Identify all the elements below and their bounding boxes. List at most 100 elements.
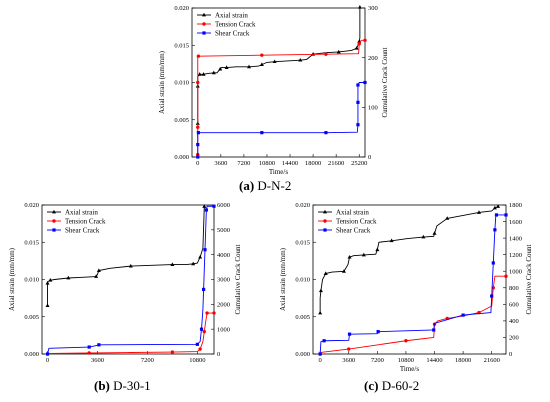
y2-tick-label: 300 xyxy=(368,5,378,12)
legend-label: Axial strain xyxy=(215,11,248,19)
data-point xyxy=(356,123,360,127)
legend-marker xyxy=(52,219,56,223)
y-axis-label: Axial strain (mm/mm) xyxy=(279,247,287,311)
data-point xyxy=(421,234,426,239)
data-point xyxy=(432,231,437,235)
y2-tick-label: 1600 xyxy=(509,219,522,226)
y-tick-label: 0.020 xyxy=(295,202,310,209)
data-point xyxy=(198,254,203,259)
data-point xyxy=(361,252,366,257)
data-point xyxy=(356,100,360,104)
legend-marker xyxy=(202,22,206,26)
y-tick-label: 0.000 xyxy=(24,351,39,358)
data-point xyxy=(363,38,367,42)
y2-axis-label: Cumulative Crack Count xyxy=(381,47,389,117)
legend-label: Tension Crack xyxy=(336,217,377,225)
y-tick-label: 0.000 xyxy=(174,154,189,161)
x-tick-label: 21600 xyxy=(328,160,344,167)
data-point xyxy=(476,210,481,214)
x-tick-label: 3600 xyxy=(214,160,227,167)
data-point xyxy=(224,65,229,69)
y2-tick-label: 5000 xyxy=(217,227,230,234)
data-point xyxy=(128,263,133,268)
legend-item: Axial strain xyxy=(318,208,369,216)
legend-item: Shear Crack xyxy=(197,29,250,37)
x-tick-label: 18000 xyxy=(455,357,471,364)
legend-marker xyxy=(323,209,327,214)
y-tick-label: 0.005 xyxy=(295,314,310,321)
legend-item: Axial strain xyxy=(47,208,98,216)
series-shear-crack xyxy=(318,213,508,356)
data-point xyxy=(201,72,206,76)
series-line xyxy=(197,7,361,124)
legend-label: Shear Crack xyxy=(65,226,100,234)
y-tick-label: 0.010 xyxy=(24,277,39,284)
x-tick-label: 0 xyxy=(196,160,199,167)
legend-marker xyxy=(52,209,56,214)
legend-label: Axial strain xyxy=(65,208,98,216)
series-axial-strain xyxy=(45,204,207,307)
data-point xyxy=(318,352,322,356)
data-point xyxy=(494,213,499,217)
y-tick-label: 0.015 xyxy=(174,42,189,49)
data-point xyxy=(204,208,208,212)
y2-tick-label: 600 xyxy=(509,302,519,309)
data-point xyxy=(66,275,71,280)
data-point xyxy=(318,310,323,315)
legend-marker xyxy=(323,228,327,232)
y2-axis-label: Cumulative Crack Count xyxy=(234,244,242,314)
y-tick-label: 0.010 xyxy=(174,80,189,87)
legend-item: Tension Crack xyxy=(47,217,106,225)
data-point xyxy=(272,59,277,64)
data-point xyxy=(491,261,495,265)
data-point xyxy=(201,287,206,292)
data-point xyxy=(97,343,101,347)
y2-tick-label: 4000 xyxy=(217,252,230,259)
y-tick-label: 0.020 xyxy=(174,5,189,12)
data-point xyxy=(504,274,508,278)
data-point xyxy=(96,268,101,272)
x-tick-label: 14400 xyxy=(426,357,442,364)
y2-tick-label: 1400 xyxy=(509,235,522,242)
data-point xyxy=(191,261,196,266)
data-point xyxy=(87,351,91,355)
chart-1: 0 3600 7200 10800 14400 18000 21600 25200 0.000 0… xyxy=(158,5,389,176)
series-axial-strain xyxy=(195,5,362,125)
series-line xyxy=(47,312,214,355)
x-tick-label: 18000 xyxy=(305,160,321,167)
data-point xyxy=(404,339,408,343)
series-line xyxy=(319,275,506,355)
x-tick-label: 21600 xyxy=(484,357,500,364)
data-point xyxy=(196,54,201,58)
data-point xyxy=(354,46,359,50)
x-axis-label: Time/s xyxy=(269,168,288,176)
data-point xyxy=(357,5,362,9)
data-point xyxy=(195,342,199,346)
caption-b: (b) D-30-1 xyxy=(94,378,151,393)
data-point xyxy=(212,204,216,208)
data-point xyxy=(202,329,206,334)
y-tick-label: 0.000 xyxy=(295,351,310,358)
data-point xyxy=(45,352,50,356)
x-tick-label: 10800 xyxy=(259,160,275,167)
legend-label: Shear Crack xyxy=(336,226,371,234)
y2-tick-label: 800 xyxy=(509,285,519,292)
data-point xyxy=(87,345,91,349)
y2-tick-label: 100 xyxy=(368,105,378,112)
x-tick-label: 7200 xyxy=(371,357,384,364)
legend-marker xyxy=(202,12,206,17)
data-point xyxy=(496,204,501,208)
data-point xyxy=(211,70,216,75)
data-point xyxy=(356,83,360,87)
series-tension-crack xyxy=(196,38,367,157)
y2-tick-label: 1000 xyxy=(509,268,522,275)
data-point xyxy=(260,53,264,57)
data-point xyxy=(198,347,202,351)
y2-tick-label: 2000 xyxy=(217,302,230,309)
data-point xyxy=(212,311,216,315)
data-point xyxy=(504,213,508,217)
y-axis-label: Axial strain (mm/mm) xyxy=(158,50,166,114)
y2-tick-label: 1800 xyxy=(509,202,522,209)
data-point xyxy=(199,327,204,331)
y2-tick-label: 400 xyxy=(509,318,519,325)
